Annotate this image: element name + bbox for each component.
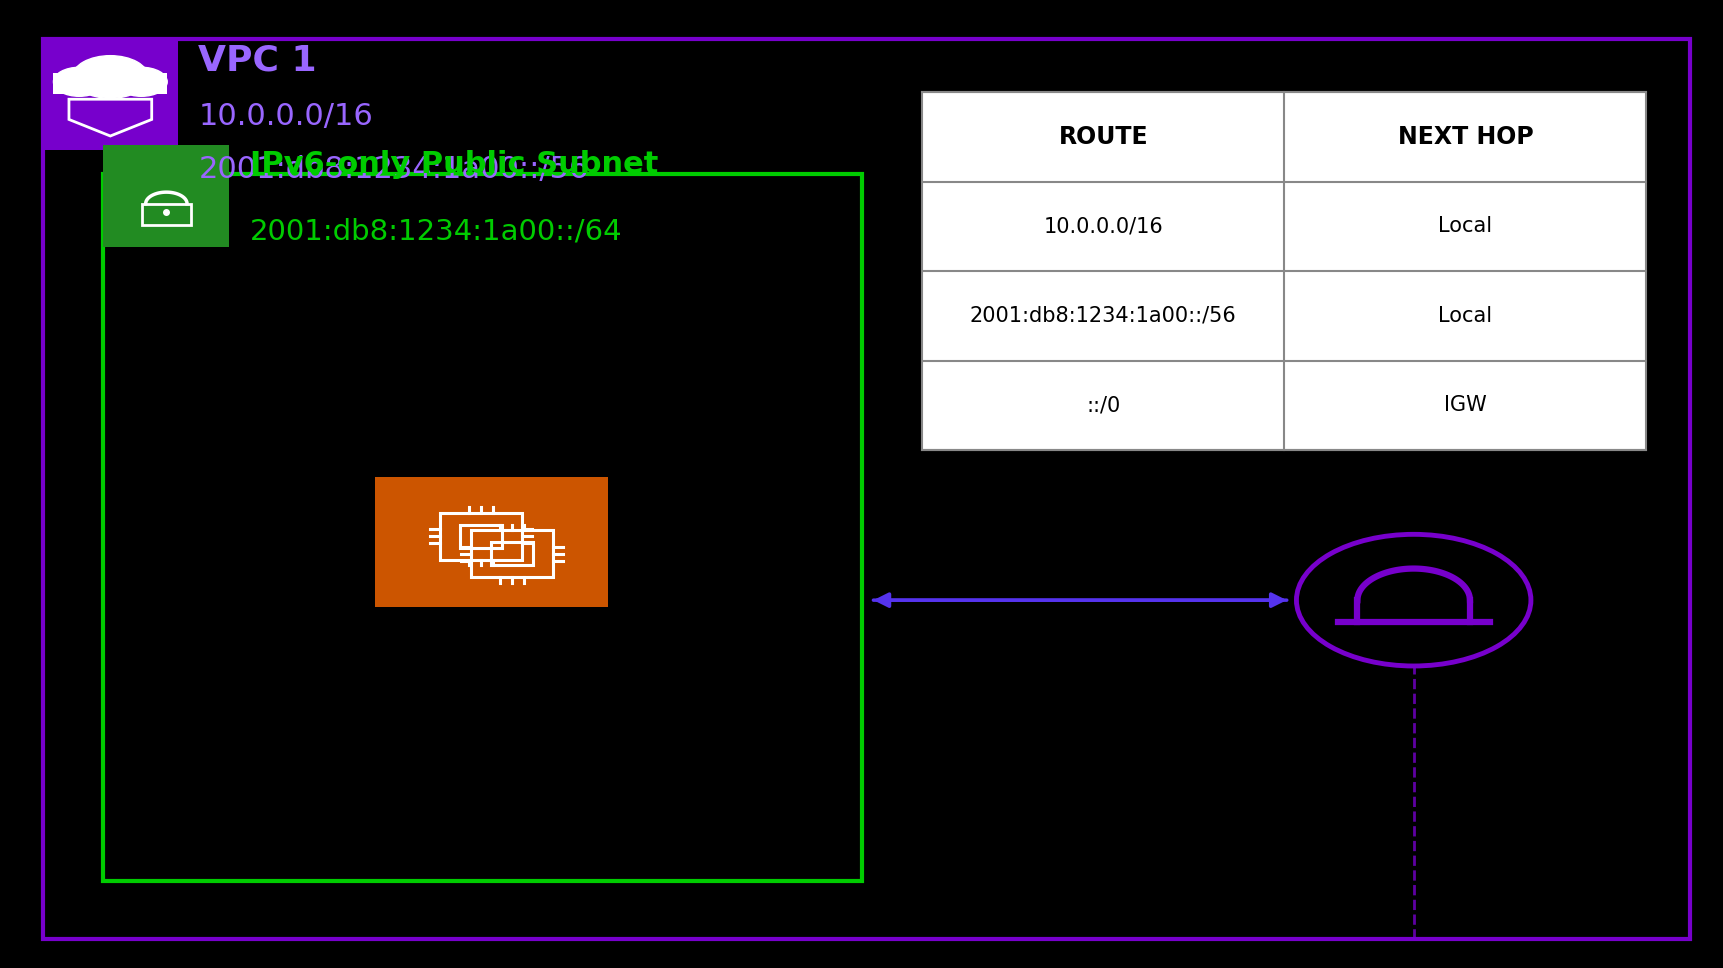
Text: ::/0: ::/0 — [1085, 395, 1120, 415]
Text: 2001:db8:1234:1a00::/64: 2001:db8:1234:1a00::/64 — [250, 218, 622, 246]
Bar — [374, 476, 606, 608]
Text: Local: Local — [1437, 216, 1492, 236]
Text: VPC 1: VPC 1 — [198, 44, 317, 77]
Text: 10.0.0.0/16: 10.0.0.0/16 — [1042, 216, 1163, 236]
Text: ROUTE: ROUTE — [1058, 125, 1148, 149]
Bar — [53, 73, 167, 94]
Circle shape — [72, 55, 148, 99]
Bar — [103, 145, 229, 247]
Text: IPv6-only Public Subnet: IPv6-only Public Subnet — [250, 150, 658, 179]
Text: Local: Local — [1437, 306, 1492, 326]
Text: 2001:db8:1234:1a00::/56: 2001:db8:1234:1a00::/56 — [198, 155, 588, 184]
Text: 10.0.0.0/16: 10.0.0.0/16 — [198, 102, 372, 131]
Circle shape — [1296, 534, 1530, 666]
Bar — [141, 204, 190, 226]
Bar — [470, 530, 553, 577]
Bar — [491, 542, 532, 565]
Text: 2001:db8:1234:1a00::/56: 2001:db8:1234:1a00::/56 — [970, 306, 1235, 326]
Text: NEXT HOP: NEXT HOP — [1397, 125, 1532, 149]
Bar — [922, 92, 1645, 450]
Bar — [460, 525, 501, 548]
Bar — [43, 39, 177, 150]
Bar — [103, 174, 862, 881]
Circle shape — [53, 67, 105, 97]
Bar — [439, 513, 522, 560]
Polygon shape — [69, 100, 152, 136]
Circle shape — [115, 67, 167, 97]
Text: IGW: IGW — [1444, 395, 1485, 415]
